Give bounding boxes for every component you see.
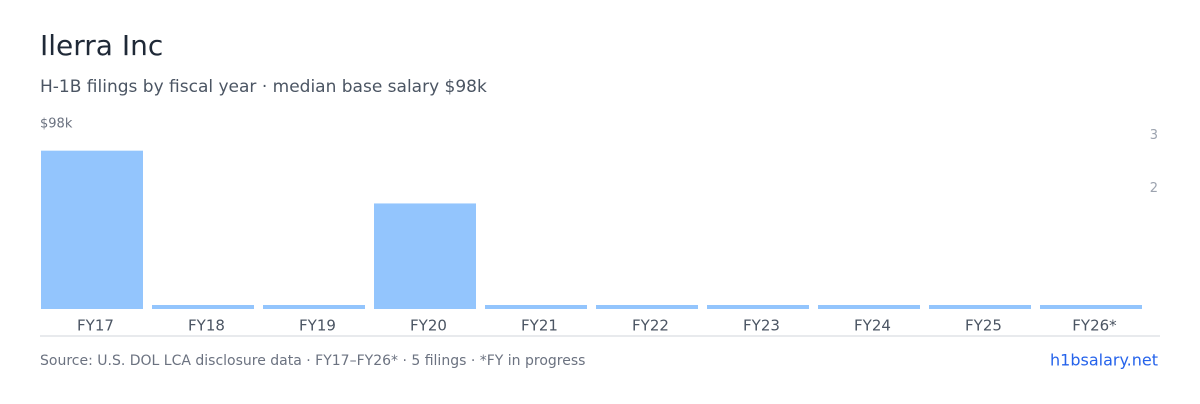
x-tick-label: FY21 [521,317,558,335]
y2-tick-label: 3 [1150,128,1158,143]
x-tick-label: FY25 [965,317,1002,335]
bar [374,203,476,309]
x-tick-label: FY26* [1072,317,1117,335]
bar [596,305,698,309]
bar [707,305,809,309]
bar [41,150,143,309]
x-tick-label: FY20 [410,317,447,335]
x-tick-label: FY17 [77,317,114,335]
chart-subtitle: H-1B filings by fiscal year · median bas… [40,77,487,97]
bar [263,305,365,309]
site-link[interactable]: h1bsalary.net [1050,351,1158,370]
bar [485,305,587,309]
y2-tick-label: 2 [1150,181,1158,196]
y-tick-label: $98k [40,116,73,131]
bar [929,305,1031,309]
x-tick-label: FY24 [854,317,891,335]
chart-title: Ilerra Inc [40,29,163,62]
x-tick-label: FY22 [632,317,669,335]
bar [818,305,920,309]
x-tick-label: FY18 [188,317,225,335]
bar [152,305,254,309]
x-tick-label: FY19 [299,317,336,335]
source-note: Source: U.S. DOL LCA disclosure data · F… [40,353,585,369]
bar [1040,305,1142,309]
x-tick-label: FY23 [743,317,780,335]
